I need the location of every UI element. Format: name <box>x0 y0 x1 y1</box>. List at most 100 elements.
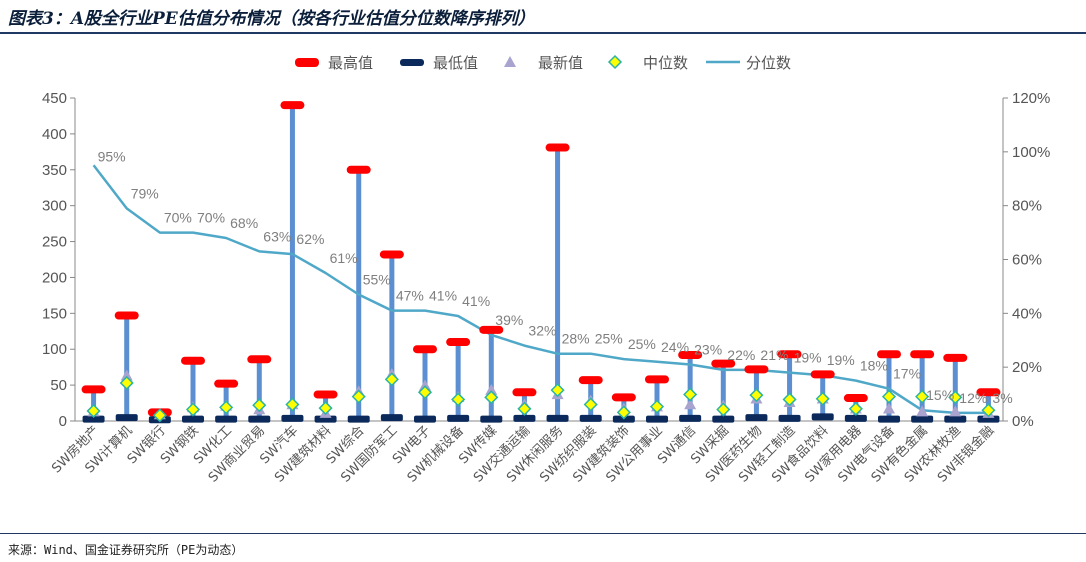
min-marker <box>380 414 403 422</box>
max-marker <box>910 350 935 359</box>
max-marker <box>181 356 205 365</box>
latest-marker <box>684 398 697 410</box>
min-marker <box>878 415 900 423</box>
right-tick-label: 40% <box>1012 305 1042 322</box>
range-bar <box>787 354 793 419</box>
median-marker <box>152 408 167 423</box>
percentile-line-group <box>92 164 989 415</box>
max-marker <box>877 350 901 359</box>
percentile-label: 28% <box>562 331 590 347</box>
min-marker <box>480 415 503 423</box>
max-marker <box>744 365 769 374</box>
source-note: 来源：Wind、国金证券研究所（PE为动态） <box>8 543 244 557</box>
percentile-label: 12% <box>959 390 987 406</box>
right-tick-label: 100% <box>1012 144 1050 161</box>
legend: 最高值 最低值 最新值 中位数 分位数 <box>295 54 791 72</box>
source-rule <box>0 533 1086 534</box>
right-tick-label: 60% <box>1012 252 1042 269</box>
range-bars <box>91 105 991 421</box>
median-marker <box>252 398 267 413</box>
min-marker <box>248 415 271 423</box>
range-bar <box>256 359 262 420</box>
legend-latest: 最新值 <box>504 54 583 72</box>
max-marker <box>512 388 537 397</box>
percentile-labels: 95% 79% 70% 70% 68% 63% 62% 61% 55% 47% 41% 41% 39% 3… <box>98 148 1013 406</box>
percentile-label: 24% <box>661 339 689 355</box>
range-bar <box>190 360 196 420</box>
percentile-label: 32% <box>528 323 556 339</box>
left-tick-label: 150 <box>42 305 67 322</box>
percentile-label: 19% <box>827 352 855 368</box>
median-marker <box>484 390 499 405</box>
max-marker <box>645 375 669 384</box>
median-marker <box>915 389 930 404</box>
percentile-label: 41% <box>462 293 490 309</box>
range-bar <box>124 315 130 419</box>
median-marker <box>417 385 433 400</box>
percentile-label: 15% <box>926 387 954 403</box>
legend-latest-marker <box>504 56 516 67</box>
left-tick-label: 350 <box>42 162 67 179</box>
right-tick-label: 80% <box>1012 198 1042 215</box>
legend-latest-label: 最新值 <box>538 54 583 72</box>
min-marker <box>745 414 768 422</box>
latest-marker <box>120 369 133 381</box>
min-marker <box>944 415 967 423</box>
median-marker <box>583 397 598 412</box>
min-marker <box>911 415 934 423</box>
legend-percentile-label: 分位数 <box>746 54 791 72</box>
range-bar <box>289 105 295 419</box>
min-marker <box>579 414 602 422</box>
range-bar <box>389 254 395 419</box>
percentile-label: 17% <box>893 366 921 382</box>
latest-marker <box>916 405 929 417</box>
median-marker <box>716 402 731 417</box>
median-marker <box>185 402 201 417</box>
max-marker <box>214 379 239 388</box>
percentile-label: 39% <box>495 312 523 328</box>
max-marker <box>976 388 1001 397</box>
legend-min: 最低值 <box>400 54 478 72</box>
max-marker <box>611 393 636 402</box>
min-marker <box>811 413 834 421</box>
median-marker <box>550 383 565 398</box>
min-marker <box>82 415 105 423</box>
max-marker <box>843 394 868 403</box>
percentile-label: 41% <box>429 288 457 304</box>
percentile-label: 18% <box>860 358 888 374</box>
legend-max-marker <box>295 58 319 67</box>
median-marker <box>848 401 863 416</box>
range-bar <box>555 147 561 419</box>
median-marker <box>318 401 333 416</box>
pe-distribution-chart: 最高值 最低值 最新值 中位数 分位数 0 50 100 150 200 250 300 35… <box>42 54 1050 486</box>
median-marker <box>749 388 764 403</box>
range-bar <box>654 379 660 420</box>
legend-median-marker <box>607 54 623 70</box>
percentile-label: 3% <box>992 390 1012 406</box>
percentile-label: 95% <box>98 148 126 164</box>
category-labels: SW房地产SW计算机SW银行SW钢铁SW化工SW商业贸易SW汽车SW建筑材料SW… <box>49 423 998 486</box>
range-bar <box>952 357 958 420</box>
latest-marker <box>419 379 431 391</box>
title-rule <box>0 32 1086 34</box>
left-tick-label: 50 <box>50 377 67 394</box>
min-marker <box>215 415 238 423</box>
percentile-label: 63% <box>263 228 291 244</box>
median-marker <box>451 392 466 407</box>
value-markers <box>81 101 1001 424</box>
left-tick-label: 400 <box>42 126 67 143</box>
range-bar <box>687 354 693 419</box>
max-marker <box>446 338 471 347</box>
max-marker <box>313 390 338 399</box>
percentile-label: 55% <box>363 271 391 287</box>
left-tick-label: 200 <box>42 269 67 286</box>
min-marker <box>182 415 204 423</box>
legend-median: 中位数 <box>607 54 688 72</box>
max-marker <box>777 350 802 359</box>
legend-max: 最高值 <box>295 54 373 72</box>
max-marker <box>678 350 703 359</box>
left-tick-label: 450 <box>42 90 67 107</box>
median-marker <box>384 372 399 387</box>
max-marker <box>114 311 139 320</box>
median-marker <box>815 391 830 406</box>
